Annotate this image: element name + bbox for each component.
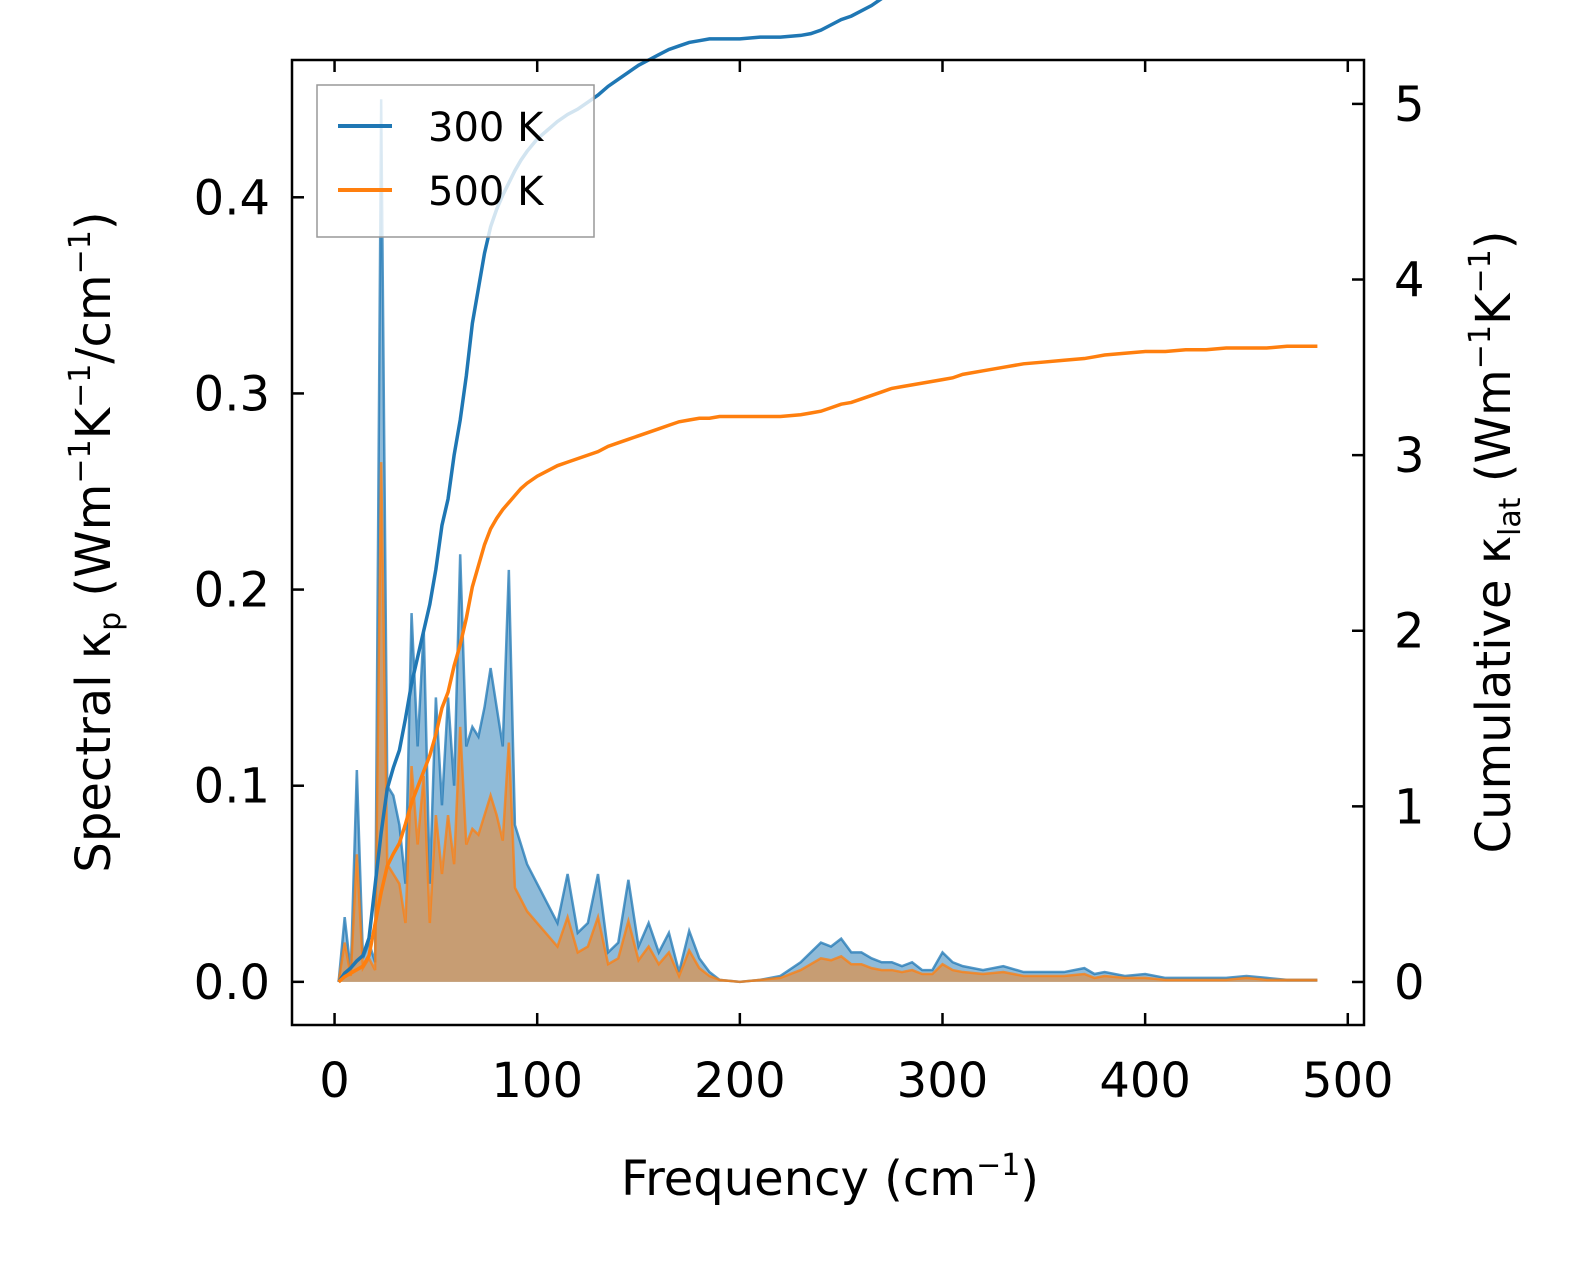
spectral-line-500k	[337, 462, 1318, 984]
y-right-tick-label: 2	[1394, 604, 1425, 660]
legend-box	[316, 84, 595, 238]
legend-label-300k: 300 K	[428, 105, 545, 151]
y-axis-label-right: Cumulative κlat (Wm−1K−1)	[1463, 231, 1528, 854]
y-left-tick-label: 0.3	[194, 366, 270, 422]
x-tick-label: 500	[1302, 1053, 1394, 1109]
y-left-tick-label: 0.0	[194, 955, 270, 1011]
tick-layer: 0 100 200 300 400 500 0.0 0.1 0.2 0.3 0.4 0 1 2 3 4 5	[194, 60, 1425, 1109]
y-right-tick-label: 1	[1394, 779, 1425, 835]
y-right-tick-label: 4	[1394, 253, 1425, 309]
x-tick-label: 300	[897, 1053, 989, 1109]
x-axis-label: Frequency (cm−1)	[621, 1148, 1039, 1207]
cumulative-line-layer	[337, 0, 1318, 984]
cumulative-line-300k	[337, 0, 883, 983]
spectral-area-500k	[338, 462, 1318, 982]
y-left-tick-label: 0.1	[194, 759, 270, 815]
y-right-tick-label: 5	[1394, 77, 1425, 133]
x-tick-label: 100	[491, 1053, 583, 1109]
y-left-tick-label: 0.4	[194, 170, 270, 226]
x-tick-label: 400	[1099, 1053, 1191, 1109]
y-right-tick-label: 0	[1394, 955, 1425, 1011]
spectral-fill-layer	[337, 99, 1318, 984]
y-left-tick-label: 0.2	[194, 563, 270, 619]
plot-frame	[290, 58, 1366, 1027]
x-tick-label: 200	[694, 1053, 786, 1109]
x-tick-label: 0	[319, 1053, 350, 1109]
y-right-tick-label: 3	[1394, 428, 1425, 484]
spectral-line-300k	[337, 99, 1318, 984]
legend: 300 K 500 K	[316, 84, 595, 238]
cumulative-line-500k	[337, 344, 1318, 984]
y-axis-label-left: Spectral κp (Wm−1K−1/cm−1)	[63, 211, 128, 872]
legend-label-500k: 500 K	[428, 169, 545, 215]
